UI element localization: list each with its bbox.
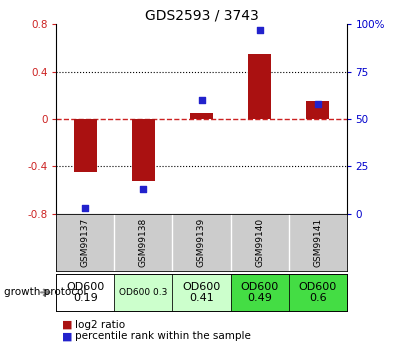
Bar — [190, 113, 213, 119]
Point — [314, 101, 321, 107]
Bar — [306, 101, 329, 119]
Text: OD600
0.19: OD600 0.19 — [66, 282, 104, 303]
Text: OD600 0.3: OD600 0.3 — [119, 288, 168, 297]
Point — [256, 27, 263, 32]
Point — [82, 206, 89, 211]
Bar — [114, 274, 172, 310]
Bar — [172, 274, 231, 310]
Text: growth protocol: growth protocol — [4, 287, 86, 297]
Point — [140, 186, 147, 192]
Point — [198, 97, 205, 103]
Text: GSM99138: GSM99138 — [139, 218, 148, 267]
Text: OD600
0.49: OD600 0.49 — [241, 282, 278, 303]
Bar — [248, 54, 271, 119]
Text: OD600
0.6: OD600 0.6 — [299, 282, 337, 303]
Text: log2 ratio: log2 ratio — [75, 320, 125, 330]
Text: GSM99139: GSM99139 — [197, 218, 206, 267]
Text: GSM99141: GSM99141 — [313, 218, 322, 267]
Text: GSM99140: GSM99140 — [255, 218, 264, 267]
Bar — [231, 274, 289, 310]
Bar — [132, 119, 155, 181]
Title: GDS2593 / 3743: GDS2593 / 3743 — [145, 9, 258, 23]
Text: OD600
0.41: OD600 0.41 — [183, 282, 220, 303]
Text: percentile rank within the sample: percentile rank within the sample — [75, 332, 250, 341]
Bar — [74, 119, 97, 172]
Bar — [56, 274, 114, 310]
Text: ■: ■ — [62, 320, 73, 330]
Text: GSM99137: GSM99137 — [81, 218, 90, 267]
Text: ■: ■ — [62, 332, 73, 341]
Bar — [289, 274, 347, 310]
